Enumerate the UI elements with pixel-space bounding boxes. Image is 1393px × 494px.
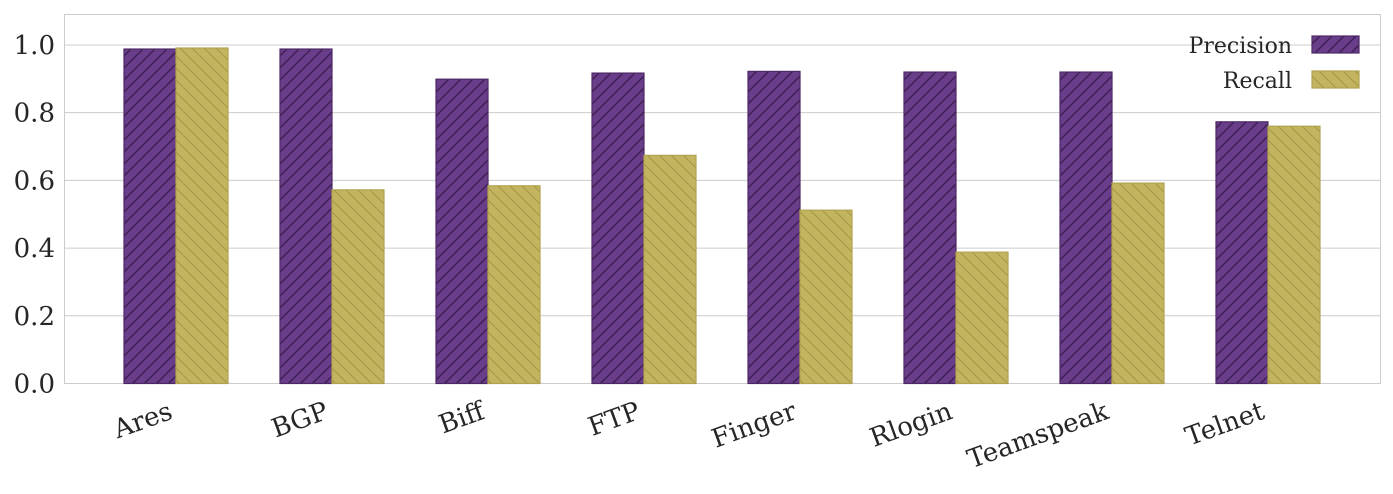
legend-swatch-hatch-precision [1311, 35, 1360, 54]
y-tick-label: 0.2 [14, 302, 55, 332]
x-tick-label: Rlogin [866, 396, 957, 453]
legend-swatch-hatch-recall [1311, 70, 1360, 89]
bar-hatch-precision-bgp [279, 48, 333, 385]
legend-label-precision: Precision [1189, 34, 1292, 59]
x-tick-label: Telnet [1181, 396, 1268, 452]
bars [123, 47, 1321, 385]
bar-hatch-precision-finger [747, 70, 801, 385]
y-tick-label: 1.0 [14, 31, 55, 61]
x-tick-label: Ares [109, 396, 177, 445]
x-axis-ticks: Ares BGP Biff FTP Finger Rlogin Teamspeak Telne… [109, 396, 1269, 475]
bar-hatch-precision-rlogin [903, 71, 957, 385]
bar-hatch-recall-rlogin [955, 251, 1009, 385]
x-tick-label: FTP [584, 396, 644, 442]
bar-hatch-precision-teamspeak [1059, 71, 1113, 385]
x-tick-label: Teamspeak [964, 396, 1113, 475]
y-axis-ticks: 0.0 0.2 0.4 0.6 0.8 1.0 [14, 31, 55, 400]
bar-hatch-recall-biff [487, 185, 541, 385]
bar-hatch-precision-biff [435, 78, 489, 385]
bar-hatch-recall-telnet [1267, 125, 1321, 385]
bar-hatch-precision-ares [123, 48, 177, 385]
legend: Precision Recall [1189, 34, 1360, 94]
y-tick-label: 0.6 [14, 166, 55, 196]
bar-hatch-recall-ftp [643, 154, 697, 385]
y-tick-label: 0.4 [14, 234, 55, 264]
bar-hatch-recall-ares [175, 47, 229, 385]
legend-label-recall: Recall [1223, 69, 1292, 94]
x-tick-label: BGP [268, 396, 333, 444]
x-tick-label: Finger [708, 396, 801, 454]
y-tick-label: 0.0 [14, 370, 55, 400]
bar-hatch-precision-telnet [1215, 121, 1269, 385]
bar-hatch-precision-ftp [591, 72, 645, 385]
bar-hatch-recall-finger [799, 209, 853, 385]
y-tick-label: 0.8 [14, 99, 55, 129]
x-tick-label: Biff [435, 396, 491, 441]
bar-hatch-recall-teamspeak [1111, 182, 1165, 385]
plot-area [64, 14, 1381, 384]
bar-hatch-recall-bgp [331, 189, 385, 385]
